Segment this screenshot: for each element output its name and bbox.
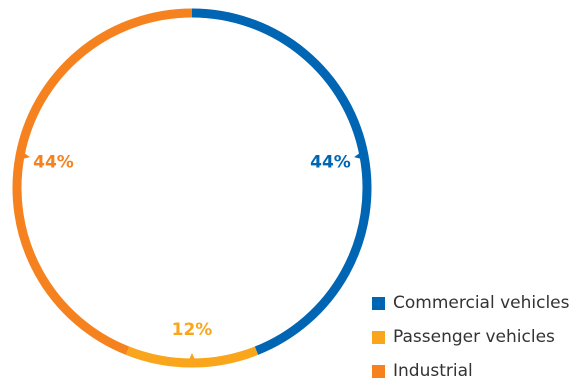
legend-swatch-passenger-vehicles xyxy=(372,330,385,344)
chart-legend: Commercial vehicles Passenger vehicles I… xyxy=(372,293,588,381)
percent-labels: 44% 12% 44% xyxy=(33,153,351,340)
legend-item-industrial: Industrial xyxy=(372,361,588,381)
legend-swatch-industrial xyxy=(372,364,385,378)
marker-commercial-vehicles xyxy=(354,148,368,161)
marker-industrial xyxy=(16,148,30,161)
percent-label-commercial-vehicles: 44% xyxy=(310,153,351,173)
legend-label-commercial-vehicles: Commercial vehicles xyxy=(393,293,570,313)
ring-segment-commercial-vehicles xyxy=(191,8,372,355)
segment-markers xyxy=(16,148,368,366)
marker-passenger-vehicles xyxy=(186,353,198,366)
legend-item-commercial-vehicles: Commercial vehicles xyxy=(372,293,588,313)
legend-label-industrial: Industrial xyxy=(393,361,473,381)
percent-label-passenger-vehicles: 12% xyxy=(172,320,213,340)
ring-segment-industrial xyxy=(12,8,193,355)
legend-swatch-commercial-vehicles xyxy=(372,296,385,310)
percent-label-industrial: 44% xyxy=(33,153,74,173)
legend-label-passenger-vehicles: Passenger vehicles xyxy=(393,327,555,347)
legend-item-passenger-vehicles: Passenger vehicles xyxy=(372,327,588,347)
ring-segments xyxy=(12,8,372,368)
